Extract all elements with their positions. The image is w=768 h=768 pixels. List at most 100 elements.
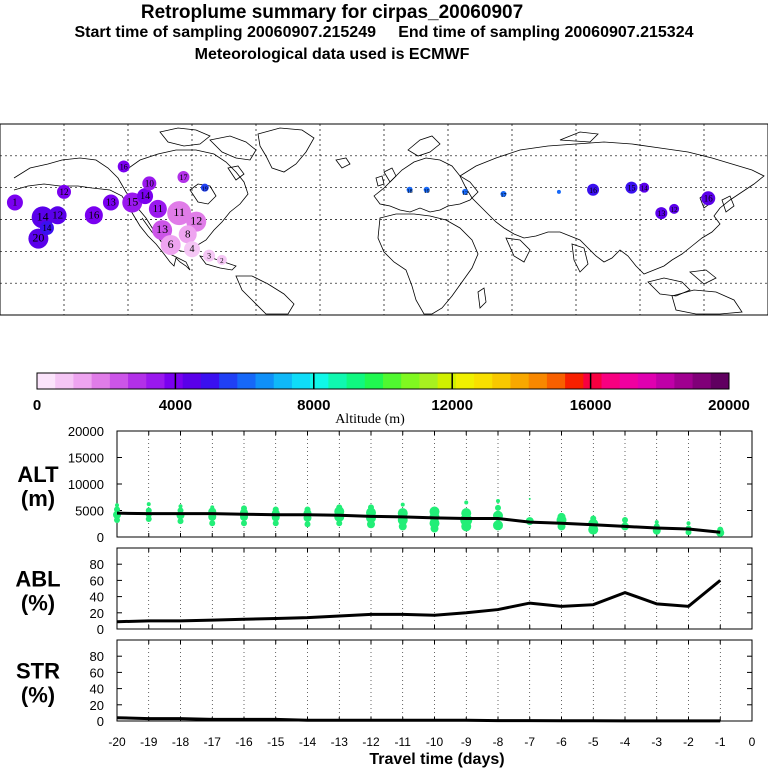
plume-point	[115, 503, 119, 508]
plume-point	[146, 502, 151, 507]
plume-marker-label: 12	[60, 187, 69, 197]
plume-marker	[423, 186, 430, 193]
plume-marker	[669, 203, 680, 214]
plume-marker-label: 14	[641, 185, 649, 193]
plume-point	[367, 520, 375, 529]
x-tick-label: -3	[651, 735, 662, 749]
x-axis: -20 -19 -18 -17 -16 -15 -14 -13 -12 -11 -10 -9 -8 -7-…	[108, 735, 755, 768]
panel-ytick-label: 60	[90, 573, 104, 588]
colorbar-swatch	[109, 373, 129, 389]
plume-marker	[500, 191, 507, 198]
plume-marker-label: 14	[140, 191, 150, 202]
colorbar-swatch	[692, 373, 712, 389]
plume-marker	[6, 194, 23, 211]
colorbar-tick-label: 4000	[159, 397, 192, 414]
colorbar-swatch	[601, 373, 621, 389]
plume-marker	[203, 249, 216, 262]
panel-ytick-label: 10000	[68, 477, 104, 492]
met-data-label: Meteorological data used is ECMWF	[194, 46, 470, 63]
plume-marker	[178, 225, 197, 244]
plume-marker	[406, 186, 413, 193]
panel-ytick-label: 0	[97, 530, 104, 545]
panel-label-unit: (%)	[21, 683, 55, 708]
colorbar-swatch	[146, 373, 165, 389]
colorbar-swatch	[346, 373, 366, 389]
plume-marker-label: 20	[32, 231, 44, 245]
colorbar-swatch	[401, 373, 420, 389]
colorbar-swatch	[237, 373, 257, 389]
x-tick-label: -5	[588, 735, 599, 749]
plume-marker	[39, 220, 54, 235]
plume-point	[114, 517, 120, 524]
plume-marker-label: 13	[657, 209, 665, 218]
plume-point	[493, 520, 503, 531]
plume-marker-label: 13	[156, 222, 168, 236]
plume-marker-label: 3	[207, 252, 211, 261]
plume-marker	[152, 220, 173, 241]
colorbar-swatch	[255, 373, 275, 389]
panel-label: ABL	[15, 567, 60, 592]
colorbar-swatch	[455, 373, 475, 389]
plume-marker	[160, 234, 181, 255]
colorbar-swatch	[492, 373, 511, 389]
plume-marker	[701, 191, 716, 206]
plume-point	[686, 521, 691, 526]
plume-point	[588, 524, 599, 535]
x-tick-label: -9	[461, 735, 472, 749]
plume-marker-label: 11	[153, 203, 164, 215]
plume-marker-label: 12	[462, 191, 468, 197]
plume-point	[496, 498, 500, 503]
colorbar-tick-label: 12000	[431, 397, 473, 414]
panel-ytick-label: 20000	[68, 424, 104, 439]
colorbar-swatch	[364, 373, 384, 389]
x-tick-label: -11	[395, 735, 412, 749]
plume-point	[304, 521, 311, 528]
colorbar-swatch	[37, 373, 56, 389]
x-tick-label: 0	[749, 735, 756, 749]
plume-point	[145, 507, 152, 514]
plume-marker-label: 16	[704, 193, 714, 203]
colorbar-swatch	[619, 373, 639, 389]
colorbar-swatch	[474, 373, 493, 389]
x-tick-label: -6	[556, 735, 567, 749]
page-title: Retroplume summary for cirpas_20060907	[140, 2, 524, 23]
colorbar-swatch	[273, 373, 293, 389]
colorbar-swatch	[510, 373, 530, 389]
colorbar-swatch	[419, 373, 439, 389]
sampling-times: Start time of sampling 20060907.215249 E…	[0, 24, 768, 42]
plume-point	[114, 506, 120, 513]
plume-marker-label: 2	[220, 257, 224, 265]
panel-ytick-label: 40	[90, 682, 104, 697]
x-tick-label: -16	[235, 735, 253, 749]
colorbar-swatch	[437, 373, 457, 389]
abl-line	[116, 579, 722, 624]
x-tick-label: -8	[493, 735, 504, 749]
panel-ytick-label: 0	[97, 622, 104, 637]
plume-marker	[655, 207, 668, 220]
colorbar-swatch	[164, 373, 184, 389]
plume-marker-label: 16	[589, 186, 597, 195]
plume-marker-label: 16	[120, 162, 128, 171]
colorbar-swatch	[328, 373, 348, 389]
plume-marker	[48, 206, 67, 225]
x-tick-label: -18	[172, 735, 190, 749]
panel-label-unit: (m)	[21, 486, 55, 511]
plume-point	[495, 504, 501, 511]
colorbar-swatch	[219, 373, 238, 389]
x-tick-label: -2	[683, 735, 694, 749]
plume-marker-label: 8	[185, 228, 191, 240]
plume-point	[241, 520, 247, 527]
plume-marker-label: 17	[179, 173, 187, 182]
plume-marker-label: 17	[500, 193, 506, 199]
colorbar-swatch	[310, 373, 329, 389]
colorbar-swatch	[383, 373, 402, 389]
plume-marker	[167, 201, 192, 226]
colorbar-swatch	[710, 373, 730, 389]
plume-point	[398, 522, 407, 531]
plume-marker	[200, 183, 209, 192]
x-tick-label: -19	[140, 735, 158, 749]
